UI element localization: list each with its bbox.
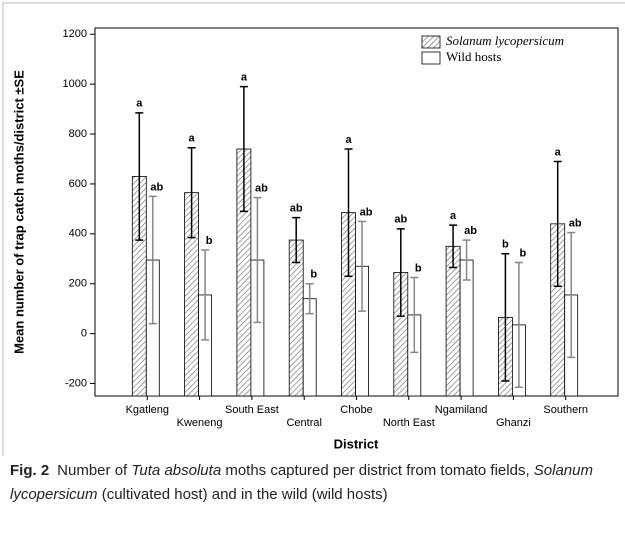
significance-letter: a [136,98,143,110]
y-tick-label: 1000 [63,78,87,90]
bar [288,239,304,397]
error-bar [514,261,523,389]
error-bar [305,282,314,315]
significance-letter: b [310,269,317,281]
x-tick-label: Central [286,417,321,429]
significance-letter: ab [464,225,477,237]
error-bar [501,253,510,382]
y-tick-label: 800 [69,128,87,140]
error-bar [449,224,458,269]
error-bar [358,220,366,312]
x-tick-label: Kgatleng [126,404,169,416]
error-bar [553,160,562,287]
error-bar [187,147,196,239]
x-tick-label: South East [225,404,279,416]
chart: Mean number of trap catch moths/district… [2,2,625,456]
significance-letter: ab [255,183,268,195]
caption-text: Solanum lycopersicum [10,462,593,503]
significance-letter: a [555,146,562,158]
significance-letter: ab [569,217,582,229]
significance-letter: ab [150,181,163,193]
error-bar [148,195,157,325]
error-bar [135,112,144,241]
x-tick-label: Kweneng [177,417,223,429]
error-bar [410,276,419,354]
caption-text: moths captured per district from tomato … [221,462,534,479]
significance-letter: a [241,72,248,84]
y-tick-label: 1200 [63,28,87,40]
significance-letter: ab [360,206,373,218]
legend-label: Solanum lycopersicum [446,33,564,48]
significance-letter: ab [290,203,303,215]
error-bar [462,239,471,281]
significance-letter: a [189,133,196,145]
caption-label: Fig. 2 [10,462,50,479]
significance-letter: b [415,262,422,274]
bar [445,245,461,397]
y-tick-label: -200 [65,377,87,389]
error-bar [344,148,353,277]
error-bar [253,196,262,324]
y-tick-label: 600 [69,178,87,190]
legend-label: Wild hosts [446,49,501,64]
y-tick-label: 0 [81,328,87,340]
significance-letter: a [450,210,457,222]
significance-letter: b [502,239,509,251]
caption-text: Tuta absoluta [131,462,222,479]
legend-swatch [421,51,441,65]
y-tick-label: 200 [69,278,87,290]
frame [2,2,625,456]
x-axis-label: District [334,436,379,451]
error-bar [567,231,576,359]
y-axis-label: Mean number of trap catch moths/district… [11,70,26,354]
error-bar [201,249,210,341]
x-tick-label: Southern [543,404,588,416]
y-tick-label: 400 [69,228,87,240]
significance-letter: b [520,247,527,259]
legend-swatch [421,35,441,49]
significance-letter: b [206,235,213,247]
error-bar [239,85,248,213]
significance-letter: a [345,134,352,146]
error-bar [292,216,301,264]
significance-letter: ab [394,214,407,226]
caption: Fig. 2 Number of Tuta absoluta moths capt… [10,459,615,507]
x-tick-label: Chobe [340,404,372,416]
x-tick-label: North East [383,417,435,429]
error-bar [396,228,405,317]
caption-text: (cultivated host) and in the wild (wild … [97,486,388,503]
x-tick-label: Ngamiland [435,404,488,416]
caption-text: Number of [57,462,132,479]
x-tick-label: Ghanzi [496,417,531,429]
